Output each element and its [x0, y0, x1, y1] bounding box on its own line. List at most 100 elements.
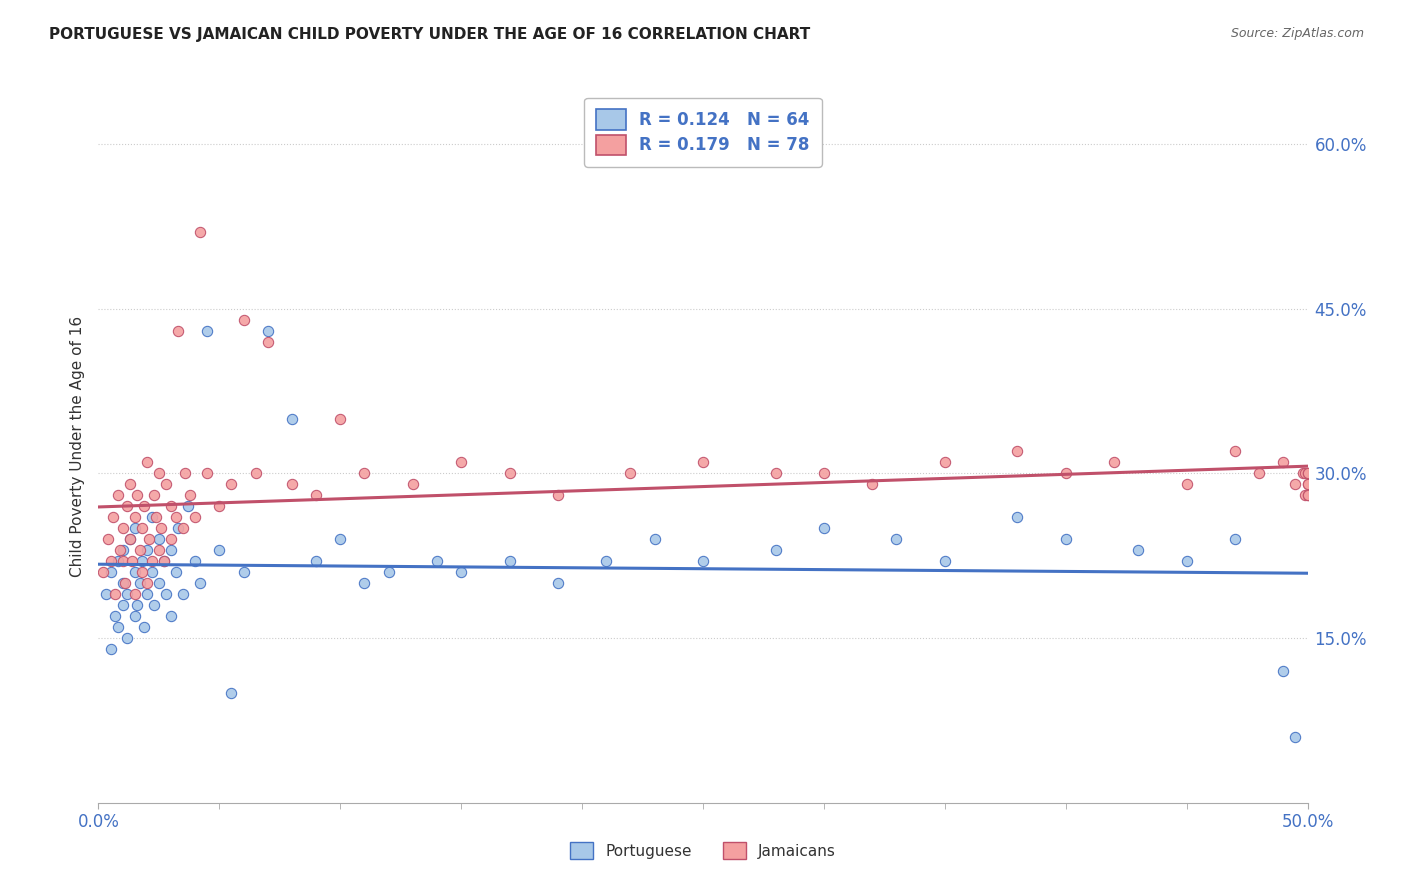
Point: [188, 225, 211, 239]
Point: [221, 686, 243, 700]
Point: [135, 587, 157, 601]
Point: [117, 631, 139, 645]
Point: [131, 566, 153, 580]
Legend: Portuguese, Jamaicans: Portuguese, Jamaicans: [562, 835, 844, 866]
Point: [498, 467, 520, 481]
Point: [108, 543, 131, 558]
Point: [152, 554, 174, 568]
Point: [131, 554, 153, 568]
Point: [118, 477, 141, 491]
Point: [127, 488, 149, 502]
Point: [860, 477, 883, 491]
Point: [91, 566, 114, 580]
Point: [1175, 554, 1198, 568]
Text: PORTUGUESE VS JAMAICAN CHILD POVERTY UNDER THE AGE OF 16 CORRELATION CHART: PORTUGUESE VS JAMAICAN CHILD POVERTY UND…: [49, 27, 810, 42]
Point: [377, 566, 399, 580]
Point: [256, 324, 278, 338]
Point: [188, 576, 211, 591]
Point: [450, 566, 472, 580]
Point: [128, 576, 150, 591]
Point: [160, 543, 183, 558]
Point: [1294, 467, 1316, 481]
Point: [195, 467, 218, 481]
Point: [595, 554, 617, 568]
Point: [221, 477, 243, 491]
Point: [256, 334, 278, 349]
Point: [353, 576, 375, 591]
Point: [150, 521, 173, 535]
Point: [547, 488, 569, 502]
Point: [329, 411, 352, 425]
Point: [1296, 477, 1319, 491]
Point: [124, 521, 146, 535]
Point: [111, 576, 134, 591]
Point: [765, 467, 787, 481]
Point: [124, 609, 146, 624]
Point: [174, 467, 197, 481]
Point: [329, 533, 352, 547]
Point: [165, 510, 187, 524]
Point: [111, 598, 134, 612]
Point: [117, 500, 139, 514]
Point: [114, 576, 136, 591]
Point: [101, 510, 124, 524]
Point: [1223, 444, 1246, 458]
Point: [1294, 488, 1316, 502]
Point: [167, 324, 190, 338]
Point: [124, 566, 146, 580]
Point: [179, 488, 201, 502]
Point: [134, 620, 156, 634]
Point: [160, 533, 183, 547]
Point: [165, 566, 187, 580]
Point: [100, 566, 122, 580]
Point: [160, 609, 183, 624]
Point: [100, 642, 122, 657]
Point: [1272, 664, 1295, 678]
Point: [692, 455, 714, 469]
Point: [281, 411, 304, 425]
Point: [135, 455, 157, 469]
Point: [1007, 510, 1029, 524]
Point: [1054, 467, 1077, 481]
Point: [104, 587, 127, 601]
Point: [172, 587, 194, 601]
Point: [644, 533, 666, 547]
Point: [107, 488, 129, 502]
Point: [117, 587, 139, 601]
Point: [692, 554, 714, 568]
Point: [305, 488, 328, 502]
Point: [1296, 488, 1319, 502]
Point: [141, 566, 163, 580]
Point: [118, 533, 141, 547]
Point: [450, 455, 472, 469]
Point: [107, 554, 129, 568]
Point: [141, 510, 163, 524]
Point: [145, 510, 167, 524]
Point: [148, 467, 170, 481]
Point: [1007, 444, 1029, 458]
Point: [143, 488, 166, 502]
Point: [195, 324, 218, 338]
Point: [127, 598, 149, 612]
Point: [547, 576, 569, 591]
Point: [131, 521, 153, 535]
Point: [184, 554, 207, 568]
Point: [813, 467, 835, 481]
Point: [934, 554, 956, 568]
Point: [1284, 730, 1306, 744]
Point: [1296, 467, 1319, 481]
Point: [135, 543, 157, 558]
Point: [1296, 467, 1319, 481]
Point: [134, 500, 156, 514]
Point: [128, 543, 150, 558]
Point: [886, 533, 908, 547]
Point: [232, 566, 254, 580]
Point: [619, 467, 641, 481]
Point: [172, 521, 194, 535]
Point: [167, 521, 190, 535]
Point: [177, 500, 200, 514]
Point: [135, 576, 157, 591]
Point: [1296, 477, 1319, 491]
Point: [155, 477, 177, 491]
Point: [138, 533, 160, 547]
